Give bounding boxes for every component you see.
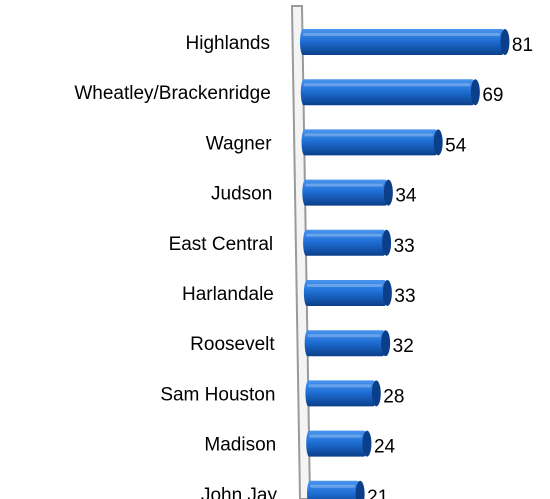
bar-end-cap	[371, 380, 381, 407]
category-label: John Jay	[201, 485, 278, 499]
value-label: 21	[367, 487, 388, 499]
bar-body	[300, 29, 505, 55]
value-label: 81	[512, 35, 533, 56]
bar-end-cap	[383, 179, 393, 206]
bar-highlight	[304, 133, 434, 137]
value-label: 28	[383, 386, 404, 407]
value-label: 33	[394, 286, 415, 307]
category-labels: Highlands Wheatley/Brackenridge Wagner Juds…	[74, 33, 277, 499]
bar-end-cap	[362, 430, 372, 457]
bar-end-cap	[381, 330, 391, 357]
bar-5	[303, 229, 392, 256]
bar-body	[306, 430, 367, 457]
bar-4	[302, 179, 393, 206]
bar-end-cap	[500, 29, 510, 55]
bar-3	[301, 129, 443, 156]
bar-end-cap	[382, 280, 392, 306]
bar-8	[305, 380, 381, 407]
category-label: Highlands	[186, 33, 271, 54]
bar-highlight	[307, 334, 381, 338]
bar-highlight	[303, 83, 471, 87]
bars	[300, 29, 510, 499]
bar-highlight	[303, 33, 500, 36]
bar-body	[307, 480, 361, 499]
bar-end-cap	[470, 79, 480, 106]
category-label: Wheatley/Brackenridge	[74, 83, 270, 104]
bar-highlight	[310, 484, 356, 488]
value-label: 32	[393, 336, 414, 357]
category-label: Judson	[211, 184, 272, 205]
value-label: 33	[394, 236, 415, 257]
bar-end-cap	[355, 480, 365, 499]
axis-wall	[290, 5, 312, 499]
bar-body	[305, 380, 377, 407]
category-label: Harlandale	[182, 284, 274, 305]
value-label: 34	[395, 186, 417, 207]
axis-wall-shape	[290, 5, 312, 499]
bar-highlight	[306, 284, 383, 287]
bar-end-cap	[382, 229, 392, 256]
bar-highlight	[305, 183, 384, 187]
bar-body	[303, 280, 388, 306]
category-label: Roosevelt	[190, 334, 275, 355]
bar-highlight	[309, 434, 362, 438]
category-label: Madison	[204, 435, 276, 456]
bar-2	[300, 79, 480, 106]
bar-6	[303, 280, 392, 306]
bar-10	[307, 480, 365, 499]
category-label: Sam Houston	[160, 384, 275, 405]
value-labels: 81 69 54 34 33 33 32 28 24 21	[367, 35, 533, 499]
category-label: Wagner	[206, 133, 272, 154]
bar-body	[301, 129, 439, 156]
bar-body	[302, 179, 389, 206]
value-label: 69	[482, 85, 503, 106]
value-label: 54	[445, 135, 467, 156]
bar-1	[300, 29, 510, 55]
bar-body	[300, 79, 476, 106]
value-label: 24	[374, 437, 396, 458]
bar-7	[304, 330, 391, 357]
bar-end-cap	[433, 129, 443, 156]
bar-9	[306, 430, 372, 457]
bar-body	[304, 330, 386, 357]
bar-highlight	[306, 233, 382, 237]
bar-highlight	[308, 384, 372, 388]
bar-body	[303, 229, 387, 256]
category-label: East Central	[169, 234, 274, 255]
